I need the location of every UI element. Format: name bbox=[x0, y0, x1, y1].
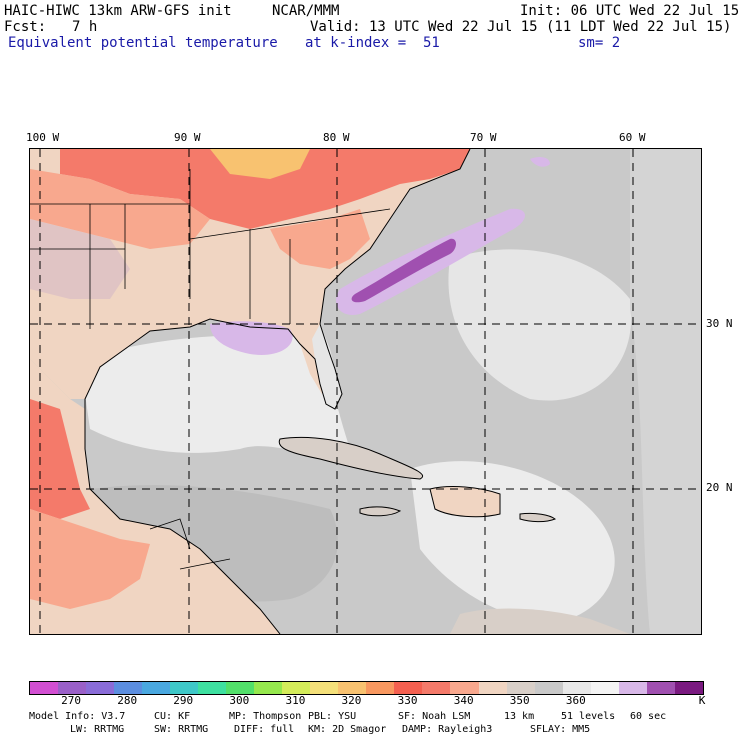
gulf-coast-high-area bbox=[210, 321, 293, 355]
footer-item: MP: Thompson bbox=[229, 711, 302, 722]
colorbar-cell bbox=[282, 682, 311, 694]
footer-item: LW: RRTMG bbox=[70, 724, 125, 735]
lat-label-30n: 30 N bbox=[706, 317, 733, 330]
east-ocean-area bbox=[630, 149, 701, 634]
colorbar-cell bbox=[422, 682, 451, 694]
theta-e-map[interactable] bbox=[29, 148, 702, 635]
colorbar-cell bbox=[590, 682, 619, 694]
footer-item: SFLAY: MM5 bbox=[530, 724, 591, 735]
colorbar-tick-label: 330 bbox=[397, 694, 418, 707]
colorbar-tick-label: 350 bbox=[509, 694, 530, 707]
footer-item: CU: KF bbox=[154, 711, 191, 722]
texas-cool-area bbox=[30, 219, 130, 299]
hot-north-area bbox=[210, 149, 310, 179]
plains-warm-area bbox=[30, 169, 210, 249]
footer-item: Model Info: V3.7 bbox=[29, 711, 126, 722]
cuba-island bbox=[278, 436, 423, 480]
colorbar-cell bbox=[226, 682, 255, 694]
colorbar-tick-label: 310 bbox=[285, 694, 306, 707]
footer-item: DIFF: full bbox=[234, 724, 295, 735]
field-name: Equivalent potential temperature bbox=[8, 35, 278, 51]
colorbar-tick-label: 270 bbox=[61, 694, 81, 707]
valid-time: Valid: 13 UTC Wed 22 Jul 15 (11 LDT Wed … bbox=[310, 19, 732, 35]
hispaniola-island bbox=[429, 486, 501, 518]
smoothing-text: sm= 2 bbox=[578, 35, 621, 51]
central-america-warm-area bbox=[30, 509, 150, 609]
lat-label-20n: 20 N bbox=[706, 481, 733, 494]
colorbar-units: K bbox=[698, 694, 706, 707]
center-name: NCAR/MMM bbox=[272, 3, 340, 19]
colorbar-cell bbox=[534, 682, 563, 694]
coastline bbox=[84, 149, 471, 634]
footer-item: KM: 2D Smagor bbox=[308, 724, 387, 735]
carolinas-warm-area bbox=[270, 209, 370, 269]
gulf-light-area bbox=[80, 335, 350, 453]
footer-item: 51 levels bbox=[561, 711, 616, 722]
south-america-coast bbox=[450, 608, 630, 634]
colorbar-cell bbox=[562, 682, 591, 694]
colorbar-cell bbox=[86, 682, 115, 694]
colorbar-tick-label: 360 bbox=[565, 694, 586, 707]
colorbar-cell bbox=[58, 682, 87, 694]
atlantic-light-area bbox=[448, 249, 632, 401]
colorbar-tick-label: 300 bbox=[229, 694, 250, 707]
forecast-label: Fcst: bbox=[4, 19, 47, 35]
model-title: HAIC-HIWC 13km ARW-GFS init bbox=[4, 3, 232, 19]
warm-north-area bbox=[60, 149, 470, 229]
puerto-rico-island bbox=[519, 512, 556, 523]
colorbar-cell bbox=[198, 682, 227, 694]
footer-item: 13 km bbox=[504, 711, 535, 722]
lon-label-100w: 100 W bbox=[26, 131, 60, 144]
colorbar-cell bbox=[506, 682, 535, 694]
footer-item: SW: RRTMG bbox=[154, 724, 209, 735]
colorbar-cell bbox=[254, 682, 283, 694]
footer-item: SF: Noah LSM bbox=[398, 711, 471, 722]
colorbar-tick-label: 280 bbox=[117, 694, 138, 707]
colorbar-tick-label: 320 bbox=[341, 694, 362, 707]
country-borders bbox=[149, 518, 231, 570]
footer-item: DAMP: Rayleigh3 bbox=[402, 724, 493, 735]
florida-land bbox=[312, 324, 342, 409]
colorbar-cell bbox=[450, 682, 479, 694]
colorbar-cell bbox=[142, 682, 171, 694]
colorbar-cell bbox=[646, 682, 675, 694]
jamaica-island bbox=[359, 506, 402, 517]
footer-item: PBL: YSU bbox=[308, 711, 357, 722]
level-text: at k-index = 51 bbox=[305, 35, 440, 51]
map-svg bbox=[30, 149, 701, 634]
init-time: Init: 06 UTC Wed 22 Jul 15 bbox=[520, 3, 740, 19]
colorbar-cell bbox=[30, 682, 59, 694]
colorbar-tick-label: 290 bbox=[173, 694, 194, 707]
footer-item: 60 sec bbox=[630, 711, 667, 722]
state-borders bbox=[30, 169, 391, 329]
colorbar-cell bbox=[114, 682, 143, 694]
colorbar-cell bbox=[618, 682, 647, 694]
lon-label-80w: 80 W bbox=[323, 131, 350, 144]
colorbar-cell bbox=[674, 682, 703, 694]
colorbar-tick-label: 340 bbox=[453, 694, 474, 707]
graticule bbox=[30, 149, 701, 634]
colorbar-cell bbox=[310, 682, 339, 694]
lon-label-70w: 70 W bbox=[470, 131, 497, 144]
colorbar-cell bbox=[170, 682, 199, 694]
atlantic-high-spot bbox=[530, 156, 550, 167]
colorbar-cell bbox=[394, 682, 423, 694]
colorbar bbox=[29, 681, 704, 695]
colorbar-cell bbox=[478, 682, 507, 694]
colorbar-cell bbox=[366, 682, 395, 694]
colorbar-cell bbox=[338, 682, 367, 694]
lon-label-60w: 60 W bbox=[619, 131, 646, 144]
lon-label-90w: 90 W bbox=[174, 131, 201, 144]
theta-e-peak-band bbox=[351, 238, 456, 303]
forecast-hour: 7 h bbox=[72, 19, 98, 35]
